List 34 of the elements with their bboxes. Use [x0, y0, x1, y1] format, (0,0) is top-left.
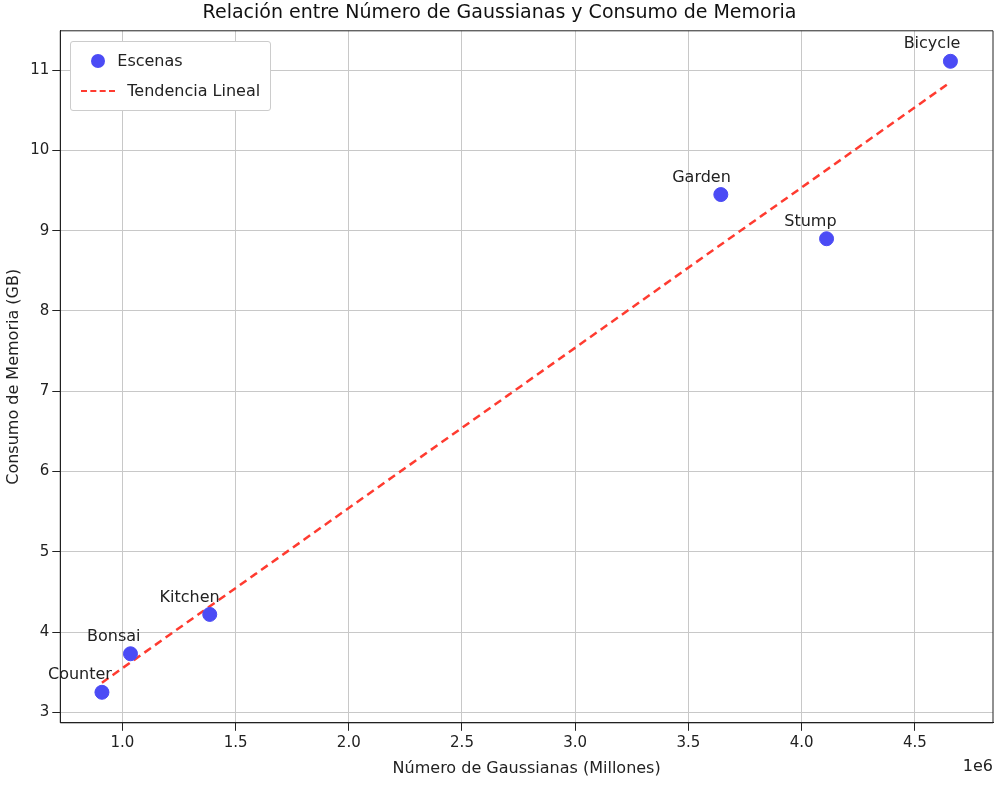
y-tick-label: 10 — [30, 140, 50, 159]
y-tick-label: 8 — [39, 300, 50, 319]
annotation: Bicycle — [903, 33, 961, 53]
y-tick-label: 9 — [39, 220, 50, 239]
y-tick-label: 6 — [39, 461, 50, 480]
point — [202, 606, 218, 622]
x-tick-label: 3.5 — [676, 732, 701, 751]
x-tick-label: 2.5 — [450, 732, 474, 751]
x-tick-label: 4.0 — [789, 732, 814, 751]
text: 1e6 — [962, 755, 993, 775]
legend-label: Escenas — [117, 51, 183, 71]
y-tick-label: 4 — [39, 621, 50, 640]
point — [122, 646, 138, 662]
point — [713, 187, 729, 203]
x-tick-label: 2.0 — [336, 732, 361, 751]
chart-title: Relación entre Número de Gaussianas y Consumo de Memoria — [202, 0, 797, 23]
annotation: Stump — [784, 210, 837, 230]
x-axis-title: Número de Gaussianas (Millones) — [392, 757, 661, 777]
x-tick-label: 1.5 — [223, 732, 248, 751]
y-tick-label: 3 — [39, 702, 50, 721]
annotation: Bonsai — [86, 625, 141, 645]
point — [819, 231, 835, 247]
annotation: Garden — [672, 166, 731, 186]
y-axis-title: Consumo de Memoria (GB) — [2, 268, 22, 485]
y-tick-label: 11 — [30, 60, 50, 79]
legend-label: Tendencia Lineal — [127, 81, 261, 101]
x-tick-label: 1.0 — [110, 732, 135, 751]
y-tick-label: 5 — [39, 541, 50, 560]
point — [942, 53, 958, 69]
x-tick-label: 3.0 — [563, 732, 588, 751]
point — [94, 684, 110, 700]
y-tick-label: 7 — [39, 381, 50, 400]
x-tick-label: 4.5 — [902, 732, 927, 751]
annotation: Kitchen — [159, 586, 220, 606]
